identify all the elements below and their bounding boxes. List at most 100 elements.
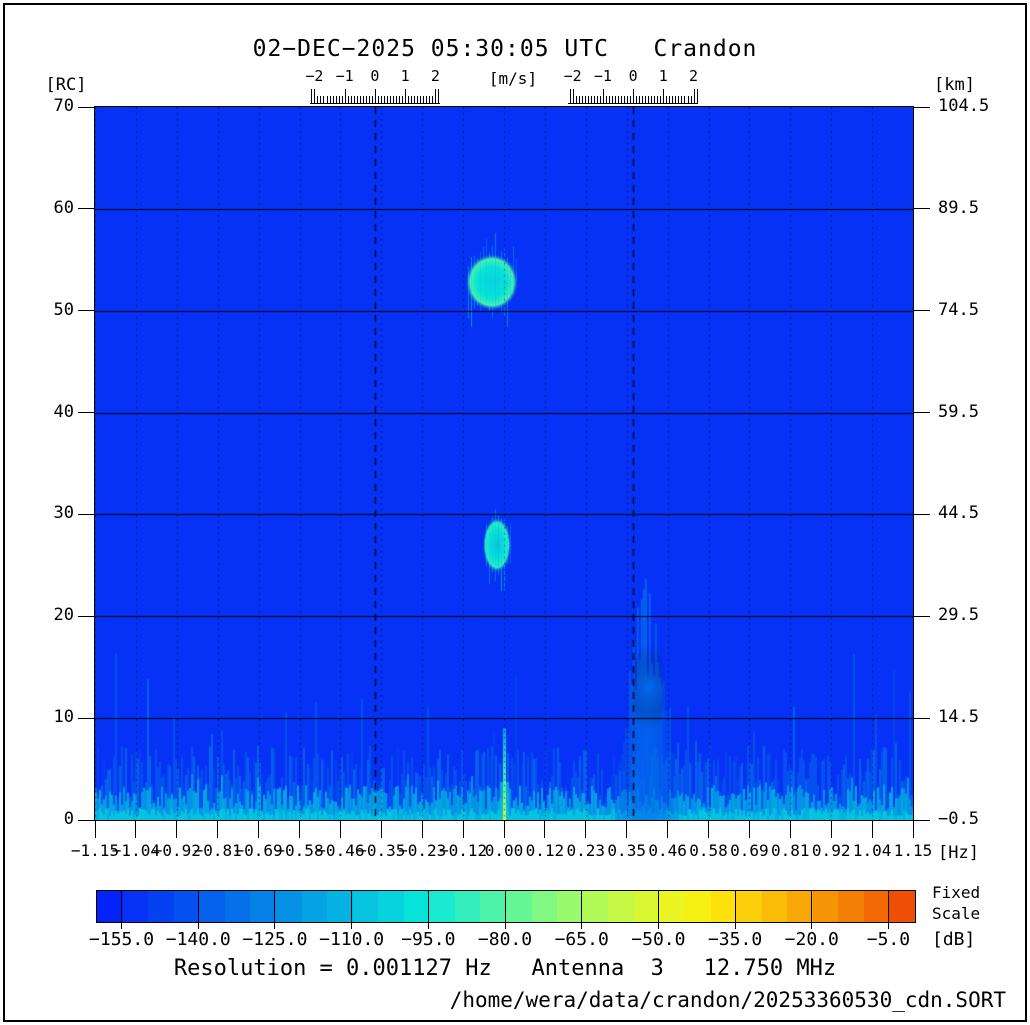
velocity-ruler-tick [341, 96, 343, 104]
colorbar-segment [608, 891, 634, 922]
x-axis-tick [299, 821, 300, 838]
colorbar-segment [250, 891, 276, 922]
x-axis-tick [462, 821, 464, 838]
velocity-ruler-tick [657, 96, 659, 104]
velocity-ruler-tick [423, 96, 425, 104]
velocity-ruler-tick [636, 96, 638, 104]
colorbar-tick [427, 890, 429, 929]
colorbar-segment [582, 891, 609, 922]
velocity-ruler-label: −1 [335, 67, 354, 85]
velocity-ruler-tick [660, 96, 662, 104]
x-axis-tick-label: 0.81 [771, 841, 810, 860]
velocity-ruler-tick [602, 89, 604, 104]
velocity-ruler-tick [611, 96, 613, 104]
colorbar-tick-label: −125.0 [242, 929, 308, 950]
velocity-ruler-tick [681, 96, 683, 104]
velocity-ruler-tick [642, 96, 644, 104]
colorbar-tick-label: −140.0 [165, 929, 231, 950]
x-axis-tick-label: 0.35 [607, 841, 646, 860]
velocity-axis-unit: [m/s] [488, 69, 538, 88]
colorbar-tick [121, 890, 123, 929]
velocity-ruler-tick [426, 96, 428, 104]
colorbar-tick [811, 890, 813, 929]
colorbar-segment [684, 891, 711, 922]
velocity-ruler-label: −2 [305, 67, 324, 85]
velocity-ruler-tick [338, 96, 340, 104]
velocity-ruler-label: −2 [563, 67, 582, 85]
velocity-ruler-tick [356, 96, 358, 104]
left-axis-tick-label: 0 [63, 809, 74, 829]
velocity-ruler-tick [362, 96, 364, 104]
colorbar-tick [734, 890, 736, 929]
colorbar-scale-note-line1: Fixed [932, 883, 981, 902]
right-axis-tick-label: 74.5 [938, 299, 979, 320]
left-axis-tick [78, 615, 95, 617]
left-axis-tick-label: 70 [53, 96, 74, 116]
x-axis-tick-label: −0.92 [152, 841, 201, 860]
x-axis-tick [380, 821, 382, 838]
velocity-ruler-tick [575, 96, 577, 104]
x-axis-tick [789, 821, 791, 838]
plot-title: 02−DEC−2025 05:30:05 UTC Crandon [252, 36, 758, 62]
velocity-ruler-tick [383, 96, 385, 104]
x-axis-tick-label: −0.23 [398, 841, 447, 860]
velocity-ruler-tick [311, 89, 313, 104]
right-axis-tick [914, 717, 930, 719]
velocity-ruler-tick [590, 96, 592, 104]
velocity-ruler-tick [386, 96, 388, 104]
velocity-ruler-tick [593, 96, 595, 104]
x-axis-tick-label: 0.69 [730, 841, 769, 860]
velocity-ruler-tick [572, 89, 574, 104]
left-axis-tick-label: 60 [53, 197, 74, 218]
colorbar-tick [657, 890, 659, 929]
colorbar-tick-label: −50.0 [631, 929, 686, 950]
velocity-ruler-tick [335, 96, 337, 104]
colorbar [96, 890, 916, 923]
x-axis-tick [176, 821, 178, 838]
velocity-ruler-tick [359, 96, 361, 104]
x-axis-tick-label: −0.58 [275, 841, 324, 860]
colorbar-segment [736, 891, 762, 922]
x-axis-tick [871, 821, 873, 838]
x-axis-tick [421, 821, 423, 838]
right-axis-tick-label: 44.5 [938, 503, 979, 524]
colorbar-segment [327, 891, 353, 922]
colorbar-segment [224, 891, 251, 922]
right-axis-tick [914, 615, 930, 617]
colorbar-segment [659, 891, 685, 922]
x-axis-tick [667, 821, 669, 838]
x-axis-tick [503, 821, 505, 838]
colorbar-segment [812, 891, 839, 922]
colorbar-segment [173, 891, 200, 922]
colorbar-segment [301, 891, 328, 922]
velocity-ruler-tick [332, 96, 334, 104]
x-axis-tick-label: 1.04 [852, 841, 892, 860]
velocity-ruler-tick [314, 89, 316, 104]
left-axis-tick [78, 310, 95, 312]
velocity-ruler-tick [630, 96, 632, 104]
velocity-ruler-tick [320, 96, 322, 104]
velocity-ruler-tick [581, 96, 583, 104]
colorbar-tick-label: −155.0 [89, 929, 155, 950]
x-axis-tick [94, 821, 96, 838]
x-axis-tick [339, 821, 341, 838]
x-axis-tick-label: −0.12 [439, 841, 488, 860]
colorbar-segment [531, 891, 558, 922]
x-axis-tick [585, 821, 587, 838]
velocity-ruler-tick [621, 96, 622, 104]
resolution-text: Resolution = 0.001127 Hz Antenna 3 12.75… [173, 956, 837, 981]
velocity-ruler-tick [627, 96, 629, 104]
velocity-ruler-tick [648, 96, 650, 104]
colorbar-tick-label: −95.0 [401, 929, 456, 950]
velocity-ruler-tick [672, 96, 674, 104]
x-axis-tick-label: 0.58 [689, 841, 728, 860]
left-axis-tick [78, 412, 95, 414]
velocity-ruler-tick [429, 96, 431, 104]
colorbar-segment [122, 891, 149, 922]
velocity-ruler-label: 1 [658, 67, 668, 85]
x-axis-tick-label: −0.81 [193, 841, 242, 860]
x-axis-tick [258, 821, 260, 838]
velocity-ruler-tick [414, 96, 416, 104]
velocity-ruler-label: 0 [370, 67, 380, 85]
colorbar-segment [199, 891, 225, 922]
